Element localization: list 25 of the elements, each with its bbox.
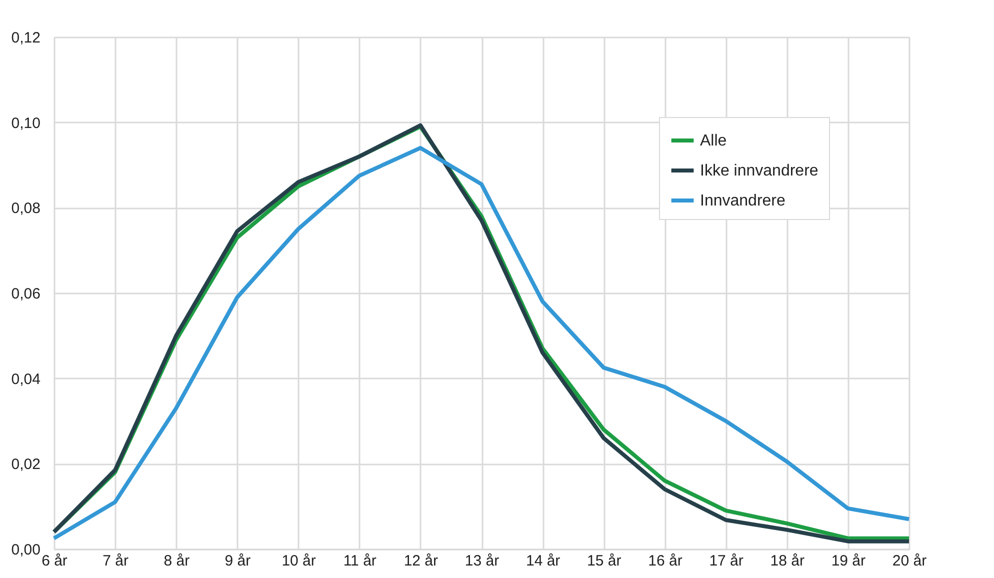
y-tick-label: 0,08 [11,200,40,218]
x-tick-label: 13 år [464,552,500,570]
y-tick-label: 0,10 [11,114,40,132]
x-tick-label: 20 år [892,552,927,570]
x-tick-label: 15 år [587,552,622,570]
x-tick-label: 19 år [831,552,866,570]
y-tick-label: 0,04 [11,370,40,388]
x-tick-label: 17 år [709,552,744,570]
y-tick-label: 0,00 [11,542,40,558]
legend-label: Ikke innvandrere [700,162,818,180]
x-tick-label: 12 år [404,552,438,570]
x-tick-label: 6 år [42,552,68,570]
y-tick-label: 0,06 [11,286,40,302]
x-tick-label: 16 år [648,552,682,570]
y-tick-label: 0,02 [11,456,40,474]
x-tick-label: 18 år [770,552,804,570]
y-tick-label: 0,12 [11,30,40,46]
x-tick-label: 7 år [102,552,128,570]
x-tick-label: 11 år [343,552,376,570]
x-tick-label: 14 år [526,552,560,570]
x-tick-label: 10 år [282,552,316,570]
legend-label: Alle [700,132,727,150]
x-tick-label: 9 år [224,552,251,570]
x-tick-label: 8 år [164,552,190,570]
legend-label: Innvandrere [700,192,786,210]
